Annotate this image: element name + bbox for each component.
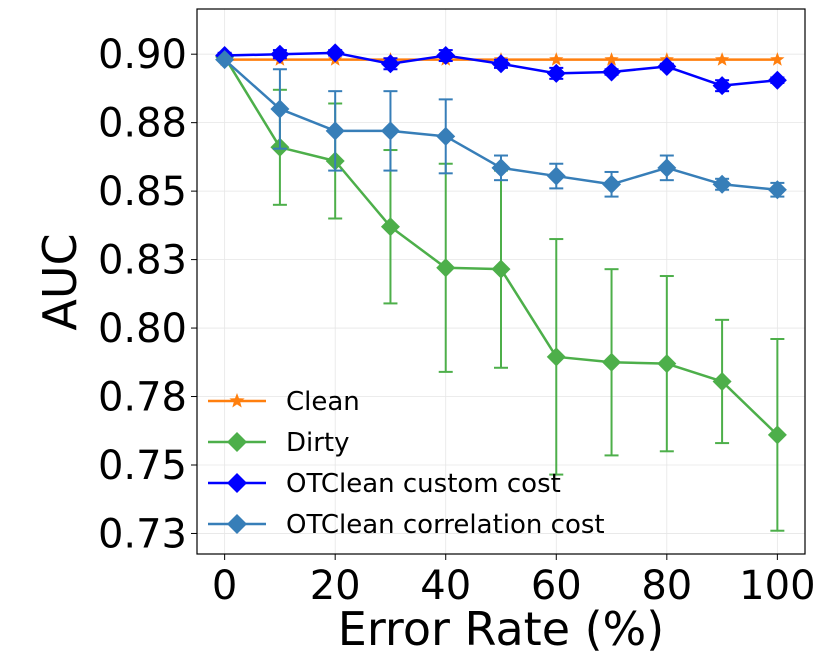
point-clean <box>770 52 785 66</box>
point-otclean-custom-cost <box>325 43 345 63</box>
legend-label: Clean <box>286 387 360 417</box>
point-dirty <box>712 371 732 391</box>
legend-item-dirty: Dirty <box>208 428 350 458</box>
point-dirty <box>657 354 677 374</box>
point-dirty <box>767 425 787 445</box>
series-otclean-correlation-cost <box>215 50 787 200</box>
point-otclean-custom-cost <box>602 62 622 82</box>
point-otclean-custom-cost <box>767 70 787 90</box>
legend-marker-star <box>229 393 245 408</box>
point-otclean-custom-cost <box>546 63 566 83</box>
legend-label: OTClean correlation cost <box>286 510 605 540</box>
legend-marker-diamond <box>227 473 247 493</box>
x-tick-label: 40 <box>420 563 471 609</box>
point-otclean-custom-cost <box>657 57 677 77</box>
legend: Clean Dirty OTClean custom cost OTClean cor… <box>208 387 605 540</box>
point-otclean-correlation-cost <box>767 180 787 200</box>
point-dirty <box>380 217 400 237</box>
legend-label: OTClean custom cost <box>286 469 561 499</box>
point-otclean-correlation-cost <box>602 174 622 194</box>
point-otclean-correlation-cost <box>215 50 235 70</box>
point-otclean-custom-cost <box>380 54 400 74</box>
y-tick-label: 0.80 <box>98 306 187 352</box>
legend-item-otclean-custom-cost: OTClean custom cost <box>208 469 561 499</box>
y-tick-label: 0.85 <box>98 169 187 215</box>
y-axis-title: AUC <box>33 233 87 330</box>
x-tick-label: 20 <box>310 563 361 609</box>
y-tick-label: 0.90 <box>98 32 187 78</box>
point-otclean-correlation-cost <box>546 166 566 186</box>
y-tick-label: 0.88 <box>98 101 187 147</box>
plot-frame <box>196 8 806 555</box>
legend-item-clean: Clean <box>208 387 360 417</box>
point-otclean-correlation-cost <box>657 158 677 178</box>
x-tick-label: 60 <box>531 563 582 609</box>
y-tick-label: 0.78 <box>98 375 187 421</box>
point-dirty <box>491 259 511 279</box>
legend-label: Dirty <box>286 428 350 458</box>
legend-marker-diamond <box>227 514 247 534</box>
point-dirty <box>436 258 456 278</box>
plot-series <box>215 43 787 532</box>
point-otclean-correlation-cost <box>436 126 456 146</box>
point-otclean-correlation-cost <box>270 99 290 119</box>
point-otclean-custom-cost <box>491 54 511 74</box>
x-tick-label: 0 <box>212 563 237 609</box>
axis-ticks: 0 20 40 60 80 100 0.73 0.75 0.78 0.80 0.83 0.85 0.88… <box>98 32 816 609</box>
point-otclean-custom-cost <box>712 76 732 96</box>
y-tick-label: 0.73 <box>98 511 187 557</box>
point-otclean-correlation-cost <box>712 174 732 194</box>
point-dirty <box>546 347 566 367</box>
y-tick-label: 0.83 <box>98 238 187 284</box>
series-dirty <box>215 47 787 532</box>
point-otclean-correlation-cost <box>325 121 345 141</box>
point-otclean-correlation-cost <box>491 158 511 178</box>
x-tick-label: 100 <box>739 563 815 609</box>
legend-marker-diamond <box>227 432 247 452</box>
x-axis-title: Error Rate (%) <box>338 602 664 656</box>
point-clean <box>714 52 730 66</box>
point-clean <box>549 52 564 66</box>
point-dirty <box>602 352 622 372</box>
y-tick-label: 0.75 <box>98 443 187 489</box>
point-otclean-correlation-cost <box>380 121 400 141</box>
point-otclean-custom-cost <box>436 46 456 66</box>
point-otclean-custom-cost <box>270 44 290 64</box>
point-clean <box>604 52 619 66</box>
x-tick-label: 80 <box>641 563 692 609</box>
legend-item-otclean-correlation-cost: OTClean correlation cost <box>208 510 605 540</box>
